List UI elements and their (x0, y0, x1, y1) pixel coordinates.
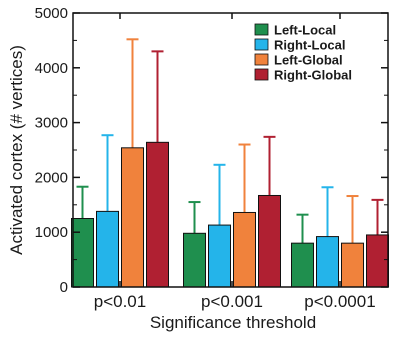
bar-left-local-2 (183, 232, 206, 288)
legend-label: Right-Global (274, 68, 352, 83)
bars-layer (71, 38, 389, 288)
y-tick-label: 0 (60, 279, 68, 296)
legend: Left-LocalRight-LocalLeft-GlobalRight-Gl… (254, 23, 352, 83)
bar-right-global-3 (366, 234, 389, 288)
axes-layer: 0 1000 2000 3000 4000 5000 p<0.01 p<0.001 p<0.00… (35, 5, 389, 311)
legend-swatch (254, 53, 269, 66)
bar-left-global-3 (341, 242, 364, 288)
bar-right-local-2 (208, 224, 231, 288)
y-tick-label: 1000 (35, 224, 68, 241)
x-category-label: p<0.001 (201, 292, 263, 311)
legend-swatch (254, 38, 269, 51)
y-tick-label: 3000 (35, 115, 68, 132)
y-tick-label: 4000 (35, 60, 68, 77)
x-category-label: p<0.0001 (304, 292, 375, 311)
bar-left-global-1 (121, 147, 144, 288)
x-category-label: p<0.01 (94, 292, 146, 311)
bar-left-global-2 (233, 211, 256, 288)
y-tick-label: 5000 (35, 5, 68, 22)
y-axis-title: Activated cortex (# vertices) (7, 45, 26, 255)
legend-label: Left-Local (274, 23, 336, 38)
legend-swatch (254, 23, 269, 36)
bar-right-global-1 (146, 141, 169, 288)
bar-right-local-1 (96, 210, 119, 288)
bar-right-local-3 (316, 236, 339, 288)
legend-label: Right-Local (274, 38, 346, 53)
x-axis-title: Significance threshold (150, 313, 316, 332)
legend-label: Left-Global (274, 53, 343, 68)
bar-left-local-1 (71, 218, 94, 288)
legend-swatch (254, 68, 269, 81)
bar-left-local-3 (291, 242, 314, 288)
bar-right-global-2 (258, 194, 281, 288)
y-tick-label: 2000 (35, 169, 68, 186)
